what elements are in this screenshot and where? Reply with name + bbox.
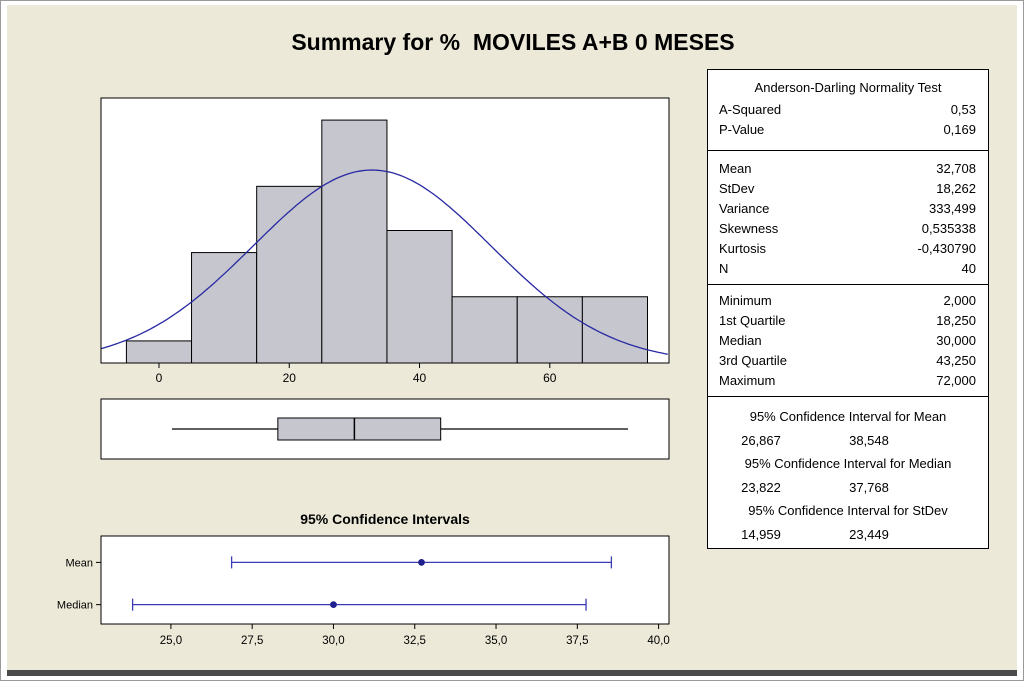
stat-label: N: [719, 261, 729, 276]
ci-low-value: 14,959: [741, 527, 781, 542]
stat-row: StDev 18,262: [708, 179, 988, 199]
stat-label: P-Value: [719, 122, 765, 137]
stat-label: Maximum: [719, 373, 776, 388]
histogram-chart: 0 20 40 60: [100, 97, 670, 385]
x-tick-label: 0: [156, 371, 163, 385]
ci-values-row: 14,959 23,449: [708, 523, 922, 546]
stat-value: 40: [961, 261, 976, 276]
ci-high-value: 23,449: [849, 527, 889, 542]
stat-row: Skewness 0,535338: [708, 219, 988, 239]
boxplot-chart: [100, 398, 670, 460]
stat-label: Mean: [719, 161, 752, 176]
stat-label: 3rd Quartile: [719, 353, 787, 368]
x-tick-label: 35,0: [485, 635, 507, 647]
stat-row: Minimum 2,000: [708, 291, 988, 311]
stat-label: 1st Quartile: [719, 313, 786, 328]
stat-value: 30,000: [936, 333, 976, 348]
x-tick-label: 60: [543, 371, 557, 385]
stats-panel: Anderson-Darling Normality Test A-Squared…: [707, 69, 989, 549]
interval-point: [330, 601, 337, 609]
x-tick-label: 37,5: [566, 635, 588, 647]
x-tick-label: 27,5: [241, 635, 263, 647]
stat-value: 333,499: [929, 201, 976, 216]
x-tick-label: 20: [283, 371, 297, 385]
stat-value: 0,535338: [921, 221, 976, 236]
ci-group-header: 95% Confidence Interval for Median: [744, 456, 952, 471]
x-tick-label: 32,5: [404, 635, 426, 647]
stat-label: Kurtosis: [719, 241, 766, 256]
stats-section: Anderson-Darling Normality Test A-Squared…: [708, 70, 988, 151]
stat-row: Mean 32,708: [708, 159, 988, 179]
bottom-frame-bar: [7, 670, 1017, 676]
ci-low-value: 23,822: [741, 480, 781, 495]
ci-high-value: 37,768: [849, 480, 889, 495]
stat-value: 32,708: [936, 161, 976, 176]
stat-row: Kurtosis -0,430790: [708, 239, 988, 259]
ci-high-value: 38,548: [849, 433, 889, 448]
ci-values-row: 23,822 37,768: [708, 476, 922, 499]
stat-row: P-Value 0,169: [708, 120, 988, 140]
stats-section: Mean 32,708 StDev 18,262 Variance 333,499 Skew…: [708, 151, 988, 285]
ci-group-header: 95% Confidence Interval for StDev: [748, 503, 948, 518]
stat-label: Variance: [719, 201, 770, 216]
stat-row: 3rd Quartile 43,250: [708, 351, 988, 371]
stat-row: Variance 333,499: [708, 199, 988, 219]
histogram-bar: [321, 119, 388, 364]
stat-label: Skewness: [719, 221, 779, 236]
ci-values-row: 26,867 38,548: [708, 429, 922, 452]
stat-label: Minimum: [719, 293, 772, 308]
section-header: Anderson-Darling Normality Test: [754, 80, 942, 95]
ci-low-value: 26,867: [741, 433, 781, 448]
stat-value: 43,250: [936, 353, 976, 368]
stat-label: Median: [719, 333, 762, 348]
page-title: Summary for % MOVILES A+B 0 MESES: [291, 29, 735, 55]
stat-value: 18,250: [936, 313, 976, 328]
x-tick-label: 40,0: [647, 635, 669, 647]
stat-row: Median 30,000: [708, 331, 988, 351]
stat-label: A-Squared: [719, 102, 782, 117]
histogram-bar: [125, 340, 193, 364]
x-tick-label: 25,0: [160, 635, 182, 647]
stat-value: 0,53: [950, 102, 976, 117]
stat-row: N 40: [708, 259, 988, 279]
plot-frame: [100, 535, 670, 625]
histogram-bar: [386, 230, 453, 364]
histogram-bar: [581, 296, 649, 364]
interval-point: [418, 559, 425, 566]
ci-chart-title: 95% Confidence Intervals: [300, 511, 470, 527]
histogram-bar: [256, 185, 323, 364]
stat-row: 1st Quartile 18,250: [708, 311, 988, 331]
normal-curve: [100, 169, 668, 355]
stat-value: -0,430790: [917, 241, 976, 256]
x-tick-label: 40: [413, 371, 427, 385]
stats-section: 95% Confidence Interval for Mean 26,867 38…: [708, 397, 988, 548]
confidence-interval-chart: Mean Median 25,0 27,5 30,0 32,5 35,0 37,5 40,0: [57, 535, 670, 647]
histogram-bar: [191, 252, 258, 364]
ci-group-header: 95% Confidence Interval for Mean: [749, 409, 947, 424]
y-axis-label: Mean: [65, 557, 93, 569]
plot-frame: [100, 97, 670, 364]
histogram-bar: [451, 296, 518, 364]
stat-row: Maximum 72,000: [708, 371, 988, 391]
stats-section: Minimum 2,000 1st Quartile 18,250 Median 30,0…: [708, 285, 988, 397]
stat-row: A-Squared 0,53: [708, 100, 988, 120]
x-tick-label: 30,0: [322, 635, 344, 647]
y-axis-label: Median: [57, 600, 93, 612]
stat-value: 2,000: [943, 293, 976, 308]
stat-label: StDev: [719, 181, 755, 196]
histogram-bar: [516, 296, 583, 364]
stat-value: 72,000: [936, 373, 976, 388]
stat-value: 0,169: [943, 122, 976, 137]
stat-value: 18,262: [936, 181, 976, 196]
box: [277, 417, 442, 441]
